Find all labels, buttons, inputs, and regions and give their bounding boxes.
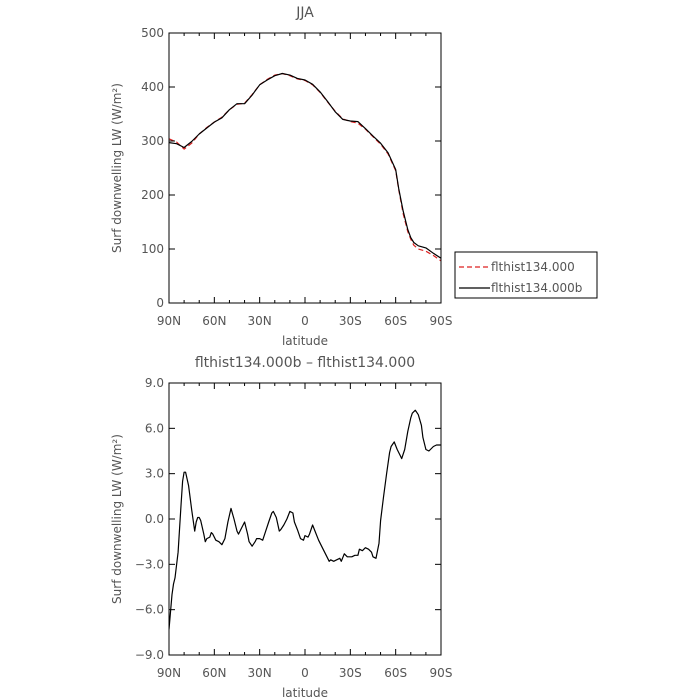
series-line-2 <box>169 72 441 259</box>
series-group <box>169 72 441 262</box>
y-tick-label: −9.0 <box>135 648 164 662</box>
y-tick-label: 200 <box>141 188 164 202</box>
y-tick-label: −3.0 <box>135 557 164 571</box>
legend-box <box>454 251 598 299</box>
plot-frame <box>168 32 442 304</box>
y-axis-label: Surf downwelling LW (W/m²) <box>110 434 124 604</box>
x-tick-label: 90N <box>157 666 181 680</box>
y-tick-label: 100 <box>141 242 164 256</box>
series-line-1 <box>169 409 441 630</box>
chart-title: JJA <box>295 5 314 21</box>
y-tick-label: 9.0 <box>145 376 164 390</box>
x-tick-label: 0 <box>301 666 309 680</box>
x-tick-label: 30S <box>339 314 362 328</box>
y-tick-label: 0 <box>156 296 164 310</box>
y-tick-label: 0.0 <box>145 512 164 526</box>
x-tick-label: 0 <box>301 314 309 328</box>
y-tick-label: 500 <box>141 26 164 40</box>
x-tick-label: 60N <box>202 314 226 328</box>
y-tick-label: −6.0 <box>135 603 164 617</box>
x-tick-label: 60N <box>202 666 226 680</box>
x-tick-label: 60S <box>384 314 407 328</box>
x-tick-label: 30S <box>339 666 362 680</box>
series-line-1 <box>169 72 441 262</box>
y-tick-label: 400 <box>141 80 164 94</box>
x-axis-label: latitude <box>282 334 328 348</box>
x-tick-label: 30N <box>248 314 272 328</box>
y-axis-label: Surf downwelling LW (W/m²) <box>110 83 124 253</box>
legend: flthist134.000 flthist134.000b <box>454 251 598 299</box>
chart-panel-2: 90N 60N 30N 0 30S 60S 90S −9.0 −6.0 −3.0 0.0 3.0 6.0… <box>110 355 452 700</box>
x-tick-label: 90N <box>157 314 181 328</box>
y-tick-label: 300 <box>141 134 164 148</box>
legend-label-2: flthist134.000b <box>491 281 582 295</box>
y-tick-label: 6.0 <box>145 421 164 435</box>
legend-label-1: flthist134.000 <box>491 260 575 274</box>
x-axis-label: latitude <box>282 686 328 700</box>
chart-panel-1: 90N 60N 30N 0 30S 60S 90S 0 100 200 300 400 500 JJA la… <box>110 5 598 348</box>
series-group <box>169 409 441 630</box>
x-tick-label: 30N <box>248 666 272 680</box>
x-tick-label: 60S <box>384 666 407 680</box>
y-tick-label: 3.0 <box>145 467 164 481</box>
chart-title: flthist134.000b – flthist134.000 <box>195 355 415 371</box>
x-tick-label: 90S <box>430 666 453 680</box>
plot-frame <box>168 382 442 656</box>
x-tick-label: 90S <box>430 314 453 328</box>
